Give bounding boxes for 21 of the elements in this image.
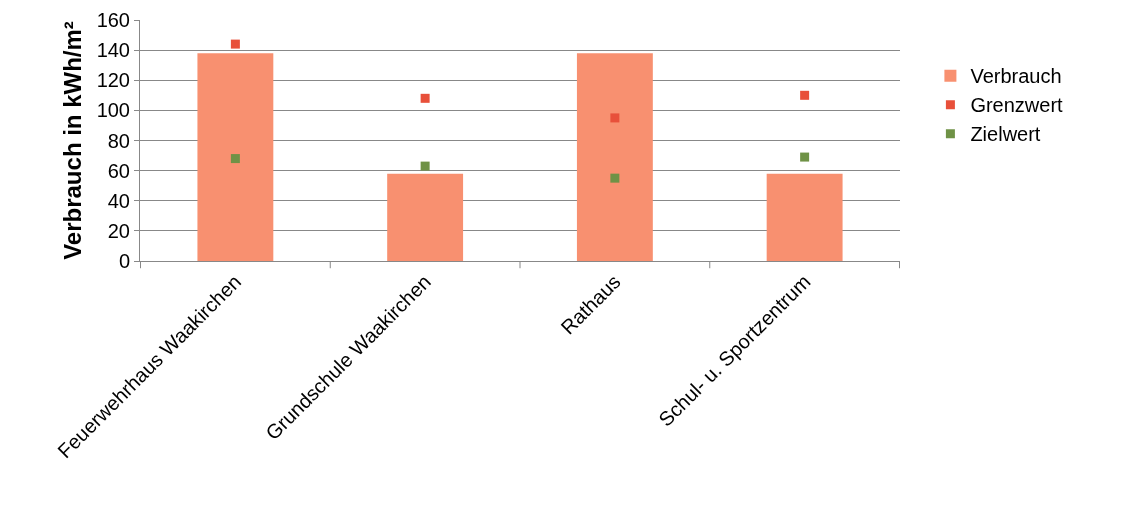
y-tick-label: 0	[118, 250, 130, 272]
point	[800, 152, 810, 162]
point	[420, 161, 430, 171]
y-tick-label: 80	[107, 129, 130, 152]
y-tick-label: 140	[96, 39, 130, 62]
y-tick-label: 40	[107, 189, 130, 212]
legend-label: Grenzwert	[970, 94, 1064, 117]
legend-label: Verbrauch	[970, 65, 1062, 88]
point	[230, 39, 240, 49]
point	[610, 173, 620, 183]
y-tick-label: 120	[96, 69, 130, 92]
point	[610, 113, 620, 123]
point	[420, 93, 430, 103]
y-axis-title: Verbrauch in kWh/m²	[58, 21, 86, 260]
point	[230, 154, 240, 164]
point	[800, 90, 810, 100]
legend-label: Zielwert	[970, 123, 1041, 146]
y-tick-label: 20	[107, 219, 130, 242]
y-tick-label: 60	[107, 159, 130, 182]
y-tick-label: 100	[96, 99, 130, 122]
y-tick-label: 160	[96, 9, 130, 31]
